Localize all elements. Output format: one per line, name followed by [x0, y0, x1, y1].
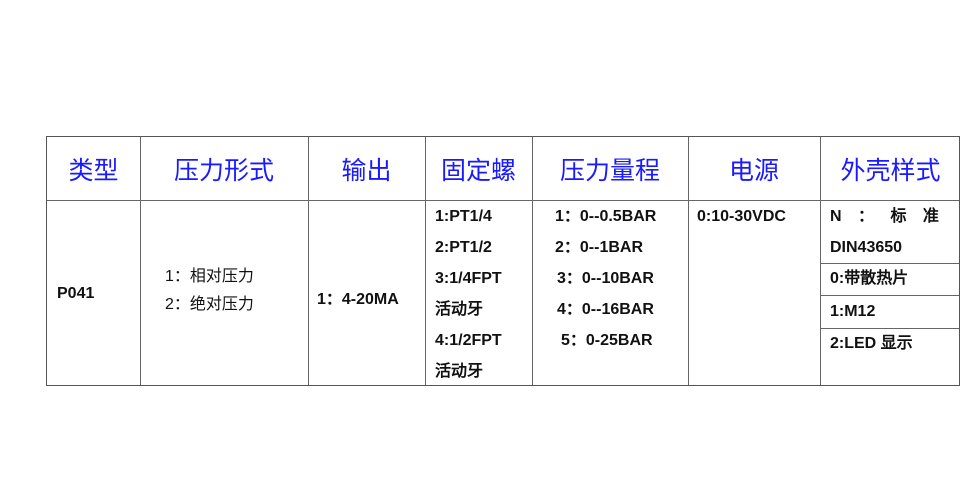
row-divider	[820, 328, 959, 329]
header-pressure-form: 压力形式	[173, 156, 274, 185]
range-list: 1：0--0.5BAR 2：0--1BAR 3：0--10BAR 4：0--16…	[555, 201, 656, 356]
header-type: 类型	[68, 156, 119, 185]
housing-item: 0:带散热片	[830, 270, 909, 287]
row-divider	[820, 295, 959, 296]
col-divider	[820, 137, 821, 385]
range-item: 1：0--0.5BAR	[555, 208, 657, 225]
range-item: 4：0--16BAR	[557, 301, 654, 318]
power-value: 0:10-30VDC	[697, 208, 786, 225]
thread-item: 2:PT1/2	[435, 239, 492, 256]
range-item: 2：0--1BAR	[555, 239, 644, 256]
housing-item: DIN43650	[830, 239, 903, 256]
housing-item: 2:LED 显示	[830, 335, 913, 352]
header-power: 电源	[728, 156, 779, 185]
header-output: 输出	[341, 156, 392, 185]
type-value: P041	[57, 285, 95, 302]
pressure-form-list: 1：相对压力 2：绝对压力	[165, 263, 254, 319]
col-divider	[308, 137, 309, 385]
housing-item: N ： 标 准	[830, 208, 939, 225]
thread-item: 1:PT1/4	[435, 208, 492, 225]
row-divider	[820, 263, 959, 264]
thread-item: 活动牙	[435, 301, 484, 318]
col-divider	[688, 137, 689, 385]
pressure-form-item: 2：绝对压力	[165, 296, 254, 313]
header-range: 压力量程	[559, 156, 660, 185]
thread-item: 活动牙	[435, 363, 484, 380]
header-housing: 外壳样式	[840, 156, 941, 185]
header-divider	[47, 200, 959, 201]
col-divider	[532, 137, 533, 385]
housing-list: N ： 标 准 DIN43650 0:带散热片 1:M12 2:LED 显示	[830, 201, 939, 359]
col-divider	[140, 137, 141, 385]
range-item: 3：0--10BAR	[557, 270, 654, 287]
thread-item: 3:1/4FPT	[435, 270, 502, 287]
spec-table: 类型 压力形式 输出 固定螺 压力量程 电源 外壳样式 P041 1：相对压力 …	[46, 136, 960, 386]
output-value: 1：4-20MA	[317, 291, 399, 308]
housing-item: 1:M12	[830, 303, 876, 320]
col-divider	[425, 137, 426, 385]
pressure-form-item: 1：相对压力	[165, 268, 254, 285]
range-item: 5：0-25BAR	[561, 332, 653, 349]
header-thread: 固定螺	[440, 156, 516, 185]
thread-list: 1:PT1/4 2:PT1/2 3:1/4FPT 活动牙 4:1/2FPT 活动…	[435, 201, 502, 387]
thread-item: 4:1/2FPT	[435, 332, 502, 349]
